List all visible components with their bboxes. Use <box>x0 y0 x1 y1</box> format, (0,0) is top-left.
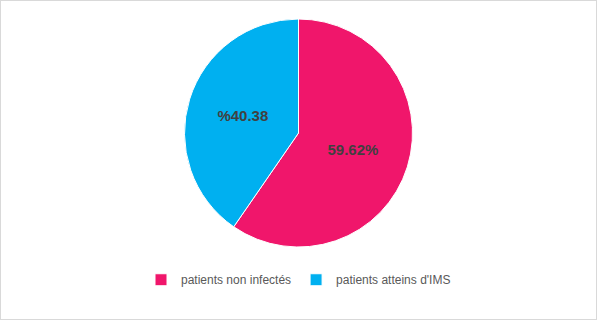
svg-text:59.62%: 59.62% <box>327 141 378 158</box>
svg-text:%40.38: %40.38 <box>217 107 268 124</box>
svg-text:patients atteins d'IMS: patients atteins d'IMS <box>336 273 450 287</box>
svg-text:patients non infectés: patients non infectés <box>181 273 291 287</box>
